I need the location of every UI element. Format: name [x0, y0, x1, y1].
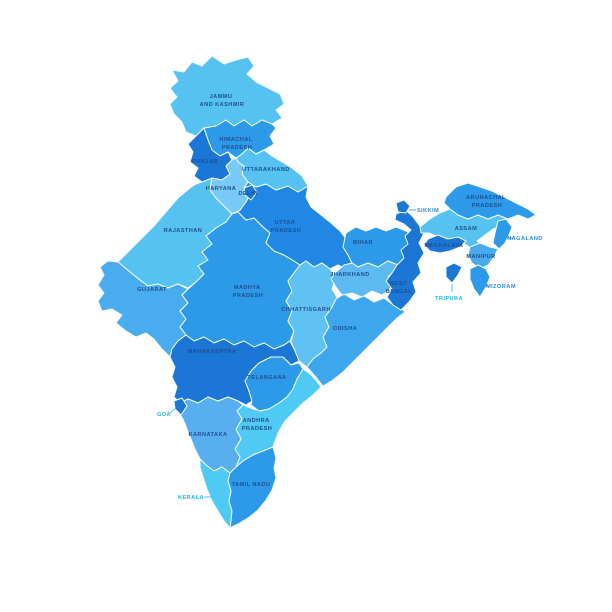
state-jharkhand	[330, 260, 399, 298]
label-kerala: KERALA	[178, 495, 204, 501]
label-delhi: DELHI	[238, 191, 257, 197]
state-mizoram	[469, 264, 491, 298]
state-west-bengal	[385, 209, 425, 311]
label-assam: ASSAM	[455, 226, 477, 232]
label-madhya-pradesh: MADHYA PRADESH	[233, 285, 264, 299]
label-jharkhand: JHARKHAND	[330, 272, 369, 278]
label-manipur: MANIPUR	[466, 254, 495, 260]
label-jammu-and-kashmir: JAMMU AND KASHMIR	[200, 94, 245, 108]
label-goa: GOA	[157, 412, 171, 418]
label-chhattisgarh: CHHATTISGARH	[281, 307, 331, 313]
label-himachal-pradesh: HIMACHAL PRADESH	[219, 137, 254, 151]
label-uttar-pradesh: UTTAR PRADESH	[271, 220, 302, 234]
state-delhi	[243, 184, 258, 201]
state-arunachal-pradesh	[443, 182, 537, 220]
label-meghalaya: MEGHALAYA	[424, 243, 463, 249]
state-meghalaya	[423, 234, 467, 254]
label-tripura: TRIPURA	[435, 296, 463, 302]
state-labels: JAMMU AND KASHMIR HIMACHAL PRADESH PUNJA…	[137, 94, 543, 501]
label-sikkim: SIKKIM	[417, 208, 439, 214]
label-maharashtra: MAHARASHTRA	[187, 349, 236, 355]
state-manipur	[467, 242, 499, 270]
state-haryana	[209, 157, 251, 215]
label-telangana: TELANGANA	[247, 375, 286, 381]
label-mizoram: MIZORAM	[486, 284, 516, 290]
label-andhra-pradesh: ANDHRA PRADESH	[242, 418, 273, 432]
label-karnataka: KARNATAKA	[189, 432, 228, 438]
state-karnataka	[173, 396, 244, 474]
label-rajasthan: RAJASTHAN	[164, 228, 203, 234]
state-shapes	[97, 55, 537, 529]
state-tamil-nadu	[227, 446, 277, 529]
label-punjab: PUNJAB	[192, 159, 218, 165]
label-uttarakhand: UTTARAKHAND	[242, 167, 290, 173]
leader-lines	[169, 209, 513, 498]
state-nagaland	[492, 218, 513, 250]
state-tripura	[445, 262, 463, 284]
leader-line-goa	[169, 407, 177, 414]
label-arunachal-pradesh: ARUNACHAL PRADESH	[466, 195, 508, 209]
state-goa	[173, 397, 188, 416]
state-odisha	[306, 293, 406, 387]
label-nagaland: NAGALAND	[507, 236, 543, 242]
label-tamil-nadu: TAMIL NADU	[232, 482, 271, 488]
label-haryana: HARYANA	[206, 186, 236, 192]
label-odisha: ODISHA	[333, 326, 357, 332]
state-sikkim	[395, 199, 411, 214]
label-west-bengal: WEST BENGAL	[386, 281, 412, 295]
label-bihar: BIHAR	[353, 240, 373, 246]
label-gujarat: GUJARAT	[137, 287, 167, 293]
